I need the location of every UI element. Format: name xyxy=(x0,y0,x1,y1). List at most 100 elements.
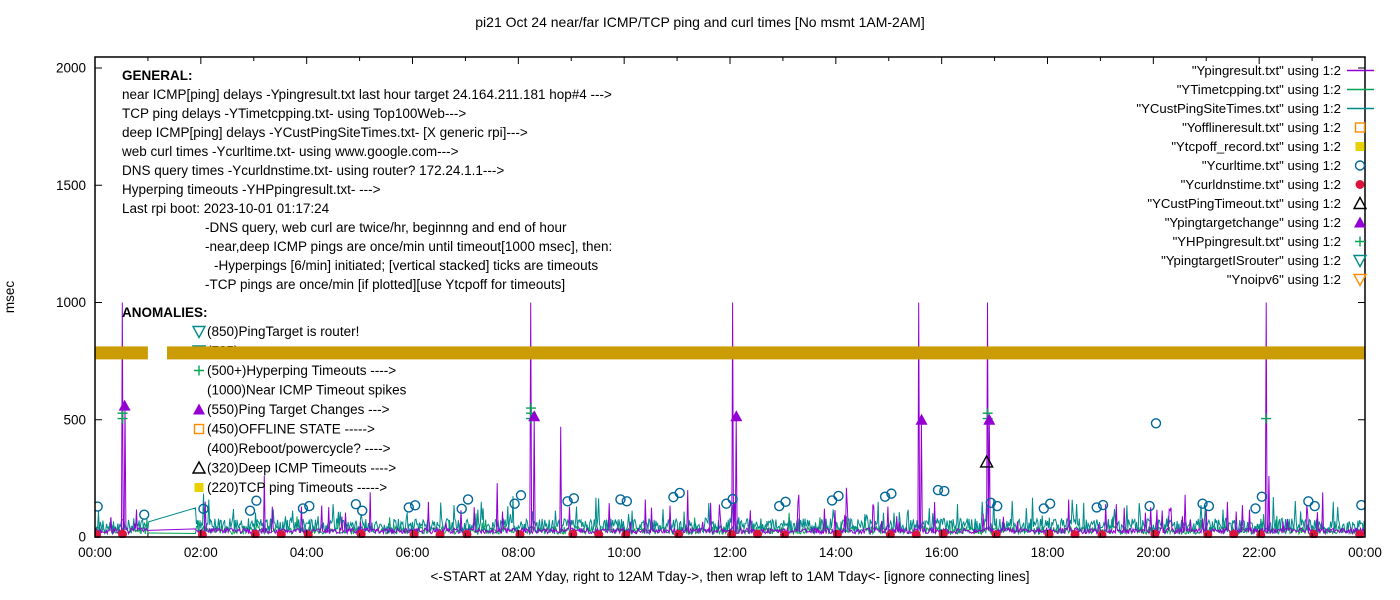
point-ycustpingtimeout-txt xyxy=(979,454,994,468)
x-tick-label: 06:00 xyxy=(396,545,430,560)
point-ycurltime-txt xyxy=(826,495,838,506)
point-ycurldnstime-txt xyxy=(991,530,1001,538)
point-ycurldnstime-txt xyxy=(1203,530,1213,538)
general-line: -TCP pings are once/min [if plotted][use… xyxy=(205,277,565,292)
anomaly-icon-triangle-open xyxy=(191,460,207,474)
point-ycurldnstime-txt xyxy=(118,529,128,538)
legend-sample-down-triangle-open xyxy=(1352,273,1368,287)
point-ycurldnstime-txt xyxy=(674,529,684,538)
point-ycurltime-txt xyxy=(1309,500,1320,512)
legend-label: "Ypingtargetchange" using 1:2 xyxy=(1165,215,1341,230)
point-ycurltime-txt xyxy=(509,498,520,509)
point-ycurldnstime-txt xyxy=(356,529,366,538)
legend: "Ypingresult.txt" using 1:2 "YTimetcpping… xyxy=(1136,63,1374,287)
anomaly-label: (220)TCP ping Timeouts -----> xyxy=(207,480,387,495)
point-ycurldnstime-txt xyxy=(1355,530,1365,538)
point-ycurltime-txt xyxy=(1144,500,1155,512)
anomalies-heading: ANOMALIES: xyxy=(122,305,208,320)
point-ycurltime-txt xyxy=(615,494,626,505)
anomaly-icon-square-open xyxy=(193,423,205,435)
point-ycurldnstime-txt xyxy=(727,530,737,538)
general-heading: GENERAL: xyxy=(122,68,193,83)
point-ycurltime-txt xyxy=(1203,500,1215,512)
point-ypingtargetchange xyxy=(118,399,131,411)
point-ycurldnstime-txt xyxy=(1150,529,1160,538)
point-ycurltime-txt xyxy=(780,496,791,508)
series-line-ycustpingsitetimes-txt xyxy=(95,493,1365,535)
series-line-ypingresult-txt xyxy=(95,302,1365,536)
point-ycurltime-txt xyxy=(568,493,580,504)
anomaly-label: (550)Ping Target Changes ---> xyxy=(207,402,390,417)
point-ycurldnstime-txt xyxy=(621,530,631,538)
series-markers xyxy=(95,399,1365,538)
point-ycurltime-txt xyxy=(1044,498,1056,509)
legend-sample-triangle-open xyxy=(1352,196,1368,210)
x-tick-label: 00:00 xyxy=(78,545,112,560)
point-ycurldnstime-txt xyxy=(911,530,921,538)
anomaly-label: (320)Deep ICMP Timeouts ----> xyxy=(207,461,396,476)
point-ycurldnstime-txt xyxy=(303,530,313,538)
point-ycurltime-txt xyxy=(1091,502,1102,513)
x-tick-label: 14:00 xyxy=(819,545,853,560)
point-ycurltime-txt xyxy=(244,505,256,516)
point-ycurldnstime-txt xyxy=(832,529,842,538)
y-axis-label: msec xyxy=(2,281,17,314)
point-ycurldnstime-txt xyxy=(568,529,578,538)
point-ycurltime-txt xyxy=(1256,491,1268,502)
legend-label: "Ynoipv6" using 1:2 xyxy=(1227,272,1341,287)
legend-sample-square-filled xyxy=(1355,142,1365,151)
legend-sample-triangle-filled xyxy=(1354,216,1366,228)
point-ycurltime-txt xyxy=(1150,418,1162,429)
point-ycurltime-txt xyxy=(621,496,633,507)
general-line: Last rpi boot: 2023-10-01 01:17:24 xyxy=(122,201,330,216)
point-ycurltime-txt xyxy=(1038,503,1049,514)
point-yhppingresult-txt xyxy=(526,403,537,414)
point-ycurltime-txt xyxy=(297,503,309,514)
point-ycurltime-txt xyxy=(1097,499,1109,511)
point-ycurldnstime-txt xyxy=(1229,529,1239,538)
point-ycurldnstime-txt xyxy=(938,529,948,538)
point-ycurltime-txt xyxy=(668,491,679,503)
point-ycurltime-txt xyxy=(304,500,315,512)
noipv6-band xyxy=(95,346,1365,360)
y-tick-label: 1000 xyxy=(56,295,86,310)
x-tick-label: 12:00 xyxy=(713,545,747,560)
point-ypingtargetchange xyxy=(730,410,743,422)
legend-sample-circle-open xyxy=(1354,160,1366,171)
point-ycurldnstime-txt xyxy=(753,529,763,538)
x-tick-label: 18:00 xyxy=(1031,545,1065,560)
point-ycurltime-txt xyxy=(1250,503,1261,514)
point-ycurldnstime-txt xyxy=(409,530,419,538)
legend-label: "YCustPingTimeout.txt" using 1:2 xyxy=(1147,196,1341,211)
x-tick-label: 16:00 xyxy=(925,545,959,560)
legend-sample-plus xyxy=(1355,236,1365,247)
chart-title: pi21 Oct 24 near/far ICMP/TCP ping and c… xyxy=(475,14,924,30)
point-ycurltime-txt xyxy=(1197,498,1208,509)
legend-label: "Yofflineresult.txt" using 1:2 xyxy=(1182,120,1341,135)
point-ycurltime-txt xyxy=(992,500,1003,512)
point-ycurltime-txt xyxy=(1303,496,1314,507)
point-ycurldnstime-txt xyxy=(780,530,790,538)
anomaly-label: (1000)Near ICMP Timeout spikes xyxy=(207,383,407,398)
annotation-blocks: GENERAL: near ICMP[ping] delays -Ypingres… xyxy=(121,68,612,495)
x-tick-label: 08:00 xyxy=(501,545,535,560)
anomaly-label: (450)OFFLINE STATE -----> xyxy=(207,422,375,437)
general-line: -DNS query, web curl are twice/hr, begin… xyxy=(205,220,567,235)
point-ypingtargetchange xyxy=(528,410,541,422)
point-ycurltime-txt xyxy=(674,487,685,499)
point-ycurldnstime-txt xyxy=(250,529,260,538)
point-ycurldnstime-txt xyxy=(1070,530,1080,538)
point-ycurldnstime-txt xyxy=(515,530,525,538)
point-ycurltime-txt xyxy=(879,491,891,502)
point-yhppingresult-txt xyxy=(982,408,993,419)
point-ycurldnstime-txt xyxy=(197,530,207,538)
x-tick-label: 22:00 xyxy=(1242,545,1276,560)
general-line: web curl times -Ycurltime.txt- using www… xyxy=(121,144,459,159)
point-ycurldnstime-txt xyxy=(95,530,102,538)
point-ycurldnstime-txt xyxy=(1256,530,1266,538)
plot-frame: 00:00 02:00 04:00 06:00 08:00 10:00 12:00 14:00… xyxy=(56,56,1382,560)
anomaly-icon-plus xyxy=(194,365,204,376)
point-ycurldnstime-txt xyxy=(276,530,286,538)
point-ycurltime-txt xyxy=(515,490,527,501)
